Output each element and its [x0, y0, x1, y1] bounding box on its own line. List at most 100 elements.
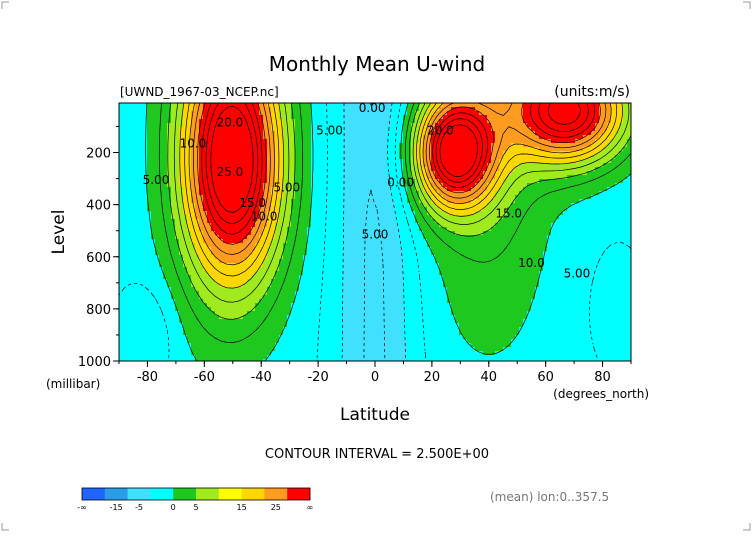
contour-cell	[327, 191, 332, 196]
contour-cell	[343, 175, 348, 180]
contour-cell	[539, 251, 544, 256]
contour-cell	[355, 111, 360, 116]
contour-cell	[475, 219, 480, 224]
contour-cell	[475, 255, 480, 260]
contour-cell	[515, 151, 520, 156]
contour-cell	[591, 219, 596, 224]
contour-cell	[627, 131, 631, 136]
contour-cell	[223, 179, 228, 184]
contour-cell	[547, 175, 552, 180]
contour-cell	[507, 155, 512, 160]
contour-cell	[215, 231, 220, 236]
contour-cell	[595, 243, 600, 248]
contour-cell	[411, 163, 416, 168]
contour-cell	[271, 231, 276, 236]
contour-cell	[303, 131, 308, 136]
contour-cell	[443, 127, 448, 132]
contour-cell	[311, 211, 316, 216]
contour-cell	[571, 207, 576, 212]
contour-cell	[579, 187, 584, 192]
contour-cell	[243, 139, 248, 144]
contour-cell	[215, 135, 220, 140]
contour-cell	[183, 247, 188, 252]
contour-cell	[335, 203, 340, 208]
contour-cell	[415, 187, 420, 192]
contour-cell	[463, 107, 468, 112]
contour-cell	[591, 123, 596, 128]
contour-cell	[519, 115, 524, 120]
contour-cell	[575, 203, 580, 208]
contour-cell	[207, 123, 212, 128]
contour-cell	[331, 183, 336, 188]
contour-cell	[387, 143, 392, 148]
contour-cell	[531, 211, 536, 216]
contour-cell	[363, 215, 368, 220]
contour-cell	[143, 227, 148, 232]
contour-cell	[307, 103, 312, 108]
contour-cell	[443, 171, 448, 176]
contour-cell	[535, 215, 540, 220]
contour-cell	[439, 179, 444, 184]
contour-cell	[443, 235, 448, 240]
contour-cell	[299, 171, 304, 176]
contour-cell	[287, 159, 292, 164]
contour-cell	[375, 255, 380, 260]
contour-cell	[591, 151, 596, 156]
contour-cell	[351, 135, 356, 140]
contour-cell	[447, 251, 452, 256]
contour-cell	[471, 167, 476, 172]
contour-cell	[207, 223, 212, 228]
contour-cell	[223, 199, 228, 204]
contour-cell	[459, 151, 464, 156]
contour-cell	[355, 231, 360, 236]
contour-cell	[323, 223, 328, 228]
contour-cell	[583, 135, 588, 140]
contour-cell	[503, 255, 508, 260]
contour-cell	[191, 135, 196, 140]
contour-cell	[235, 219, 240, 224]
contour-cell	[255, 223, 260, 228]
contour-cell	[559, 251, 564, 256]
contour-cell	[375, 167, 380, 172]
contour-cell	[391, 139, 396, 144]
contour-cell	[623, 243, 628, 248]
contour-cell	[463, 151, 468, 156]
contour-cell	[335, 163, 340, 168]
contour-cell	[143, 183, 148, 188]
contour-cell	[443, 119, 448, 124]
contour-cell	[399, 147, 404, 152]
contour-cell	[243, 135, 248, 140]
contour-cell	[263, 135, 268, 140]
contour-cell	[419, 131, 424, 136]
contour-cell	[507, 103, 512, 108]
contour-cell	[155, 199, 160, 204]
contour-cell	[551, 171, 556, 176]
contour-cell	[175, 211, 180, 216]
contour-cell	[535, 255, 540, 260]
contour-cell	[407, 107, 412, 112]
contour-cell	[523, 163, 528, 168]
contour-cell	[203, 171, 208, 176]
contour-cell	[163, 191, 168, 196]
contour-cell	[319, 163, 324, 168]
contour-cell	[467, 131, 472, 136]
contour-cell	[527, 159, 532, 164]
contour-cell	[331, 247, 336, 252]
contour-cell	[595, 207, 600, 212]
contour-cell	[187, 135, 192, 140]
contour-cell	[583, 179, 588, 184]
contour-cell	[511, 179, 516, 184]
contour-cell	[139, 159, 144, 164]
contour-cell	[283, 191, 288, 196]
contour-cell	[359, 255, 364, 260]
contour-cell	[611, 247, 616, 252]
contour-cell	[243, 219, 248, 224]
contour-cell	[307, 219, 312, 224]
contour-cell	[159, 179, 164, 184]
contour-cell	[627, 207, 631, 212]
contour-cell	[151, 219, 156, 224]
contour-cell	[543, 255, 548, 260]
contour-cell	[327, 175, 332, 180]
contour-cell	[387, 103, 392, 108]
